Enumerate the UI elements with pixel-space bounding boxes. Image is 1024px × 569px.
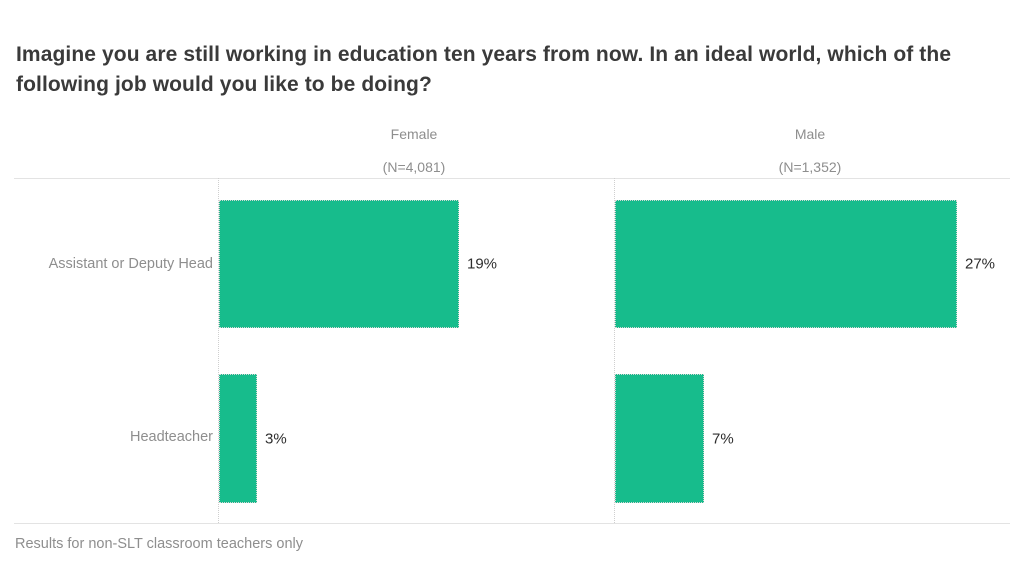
- chart-title: Imagine you are still working in educati…: [16, 43, 952, 96]
- value-label-male-1: 7%: [712, 430, 734, 447]
- row-label-assistant-or-deputy-head: Assistant or Deputy Head: [48, 256, 213, 272]
- bar-female-1: [219, 374, 257, 503]
- zero-axis-male: [614, 178, 615, 523]
- plot-bottom-border: [14, 523, 1010, 524]
- bar-male-1: [615, 374, 704, 503]
- bar-female-0: [219, 200, 459, 328]
- plot-top-border: [14, 178, 1010, 179]
- value-label-male-0: 27%: [965, 255, 996, 273]
- row-label-headteacher: Headteacher: [129, 429, 213, 445]
- zero-axis-female: [218, 178, 219, 523]
- value-label-female-0: 19%: [467, 255, 498, 273]
- series-name-female: Female: [390, 126, 438, 142]
- series-n-male: (N=1,352): [778, 159, 842, 175]
- column-header-male: Male (N=1,352): [614, 126, 1006, 175]
- series-name-male: Male: [794, 126, 826, 142]
- series-n-female: (N=4,081): [382, 159, 446, 175]
- value-label-female-1: 3%: [265, 430, 287, 447]
- bar-male-0: [615, 200, 957, 328]
- footnote: Results for non-SLT classroom teachers o…: [15, 536, 303, 552]
- column-header-female: Female (N=4,081): [218, 126, 610, 175]
